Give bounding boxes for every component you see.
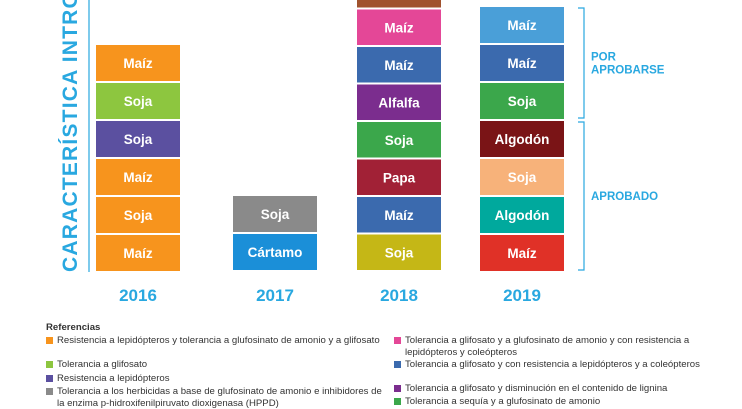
bar-block <box>357 84 441 120</box>
legend-swatch <box>46 337 53 344</box>
bar-block <box>357 0 441 8</box>
bar-label: Maíz <box>123 246 153 261</box>
x-tick-label: 2018 <box>380 286 418 305</box>
bar-label: Maíz <box>384 208 414 223</box>
legend-item: Tolerancia a glifosato <box>46 359 387 371</box>
bar-block <box>480 83 564 119</box>
bar-label: Soja <box>508 94 537 109</box>
legend-swatch <box>394 361 401 368</box>
bracket-label: APROBADO <box>591 191 658 203</box>
legend-swatch <box>46 361 53 368</box>
legend-swatch <box>46 375 53 382</box>
bar-label: Maíz <box>123 170 153 185</box>
legend-text: Resistencia a lepidópteros <box>57 373 170 384</box>
bar-block <box>357 197 441 233</box>
legend-item: Tolerancia a glifosato y a glufosinato d… <box>394 335 735 358</box>
legend-item: Tolerancia a glifosato y con resistencia… <box>394 359 735 371</box>
bar-block <box>233 234 317 270</box>
bar-label: Maíz <box>507 246 537 261</box>
bar-label: Soja <box>124 208 153 223</box>
bar-label: Maíz <box>123 56 153 71</box>
x-tick-label: 2019 <box>503 286 541 305</box>
bar-block <box>357 122 441 158</box>
bar-label: Maíz <box>507 18 537 33</box>
bar-block <box>480 7 564 43</box>
bar-block <box>480 197 564 233</box>
legend-text: Tolerancia a glifosato <box>57 359 148 370</box>
bracket-label: POR <box>591 52 617 64</box>
x-tick-label: 2016 <box>119 286 157 305</box>
bracket <box>578 121 585 271</box>
bar-block <box>357 234 441 270</box>
bar-block <box>480 159 564 195</box>
bar-label: Cártamo <box>248 245 303 260</box>
legend-swatch <box>394 385 401 392</box>
legend-text: Tolerancia a glifosato y a glufosinato d… <box>405 335 690 358</box>
bracket-label: APROBARSE <box>591 65 665 77</box>
x-tick-label: 2017 <box>256 286 294 305</box>
bar-block <box>480 45 564 81</box>
bar-label: Soja <box>385 133 414 148</box>
legend-swatch <box>394 398 401 405</box>
legend-title: Referencias <box>46 322 101 333</box>
bar-block <box>233 196 317 232</box>
legend-text: Resistencia a lepidópteros y tolerancia … <box>57 335 380 346</box>
legend-text: Tolerancia a los herbicidas a base de gl… <box>57 386 382 409</box>
bar-label: Maíz <box>384 58 414 73</box>
bar-label: Maíz <box>384 20 414 35</box>
bar-block <box>96 197 180 233</box>
bar-label: Soja <box>385 245 414 260</box>
bar-label: Soja <box>124 132 153 147</box>
legend-swatch <box>46 388 53 395</box>
bar-label: Soja <box>124 94 153 109</box>
legend-item: Tolerancia a sequía y a glufosinato de a… <box>394 396 735 408</box>
legend-text: Tolerancia a glifosato y con resistencia… <box>405 359 700 370</box>
bar-block <box>357 159 441 195</box>
legend-item: Resistencia a lepidópteros y tolerancia … <box>46 335 387 347</box>
bracket <box>578 7 585 119</box>
bar-block <box>96 83 180 119</box>
bar-block <box>357 9 441 45</box>
legend-item: Tolerancia a glifosato y disminución en … <box>394 383 735 395</box>
bar-block <box>480 235 564 271</box>
legend-text: Tolerancia a glifosato y disminución en … <box>405 383 668 394</box>
bar-block <box>357 47 441 83</box>
legend-item: Tolerancia a los herbicidas a base de gl… <box>46 386 387 409</box>
bar-block <box>96 121 180 157</box>
bar-label: Soja <box>508 170 537 185</box>
legend-item: Resistencia a lepidópteros <box>46 373 387 385</box>
bar-label: Soja <box>261 207 290 222</box>
legend-swatch <box>394 337 401 344</box>
bar-block <box>96 159 180 195</box>
bar-block <box>96 45 180 81</box>
legend-text: Tolerancia a sequía y a glufosinato de a… <box>405 396 601 407</box>
bar-label: Alfalfa <box>378 95 420 110</box>
stacked-blocks-chart: Maíz Soja Maíz Soja Soja Maíz 2016 Cártamo Soja 2… <box>88 0 665 305</box>
bar-label: Algodón <box>495 132 550 147</box>
legend: Referencias Resistencia a lepidópteros y… <box>46 322 736 409</box>
bar-block <box>480 121 564 157</box>
bar-label: Algodón <box>495 208 550 223</box>
bar-label: Maíz <box>507 56 537 71</box>
bar-label: Papa <box>383 170 416 185</box>
bar-block <box>96 235 180 271</box>
